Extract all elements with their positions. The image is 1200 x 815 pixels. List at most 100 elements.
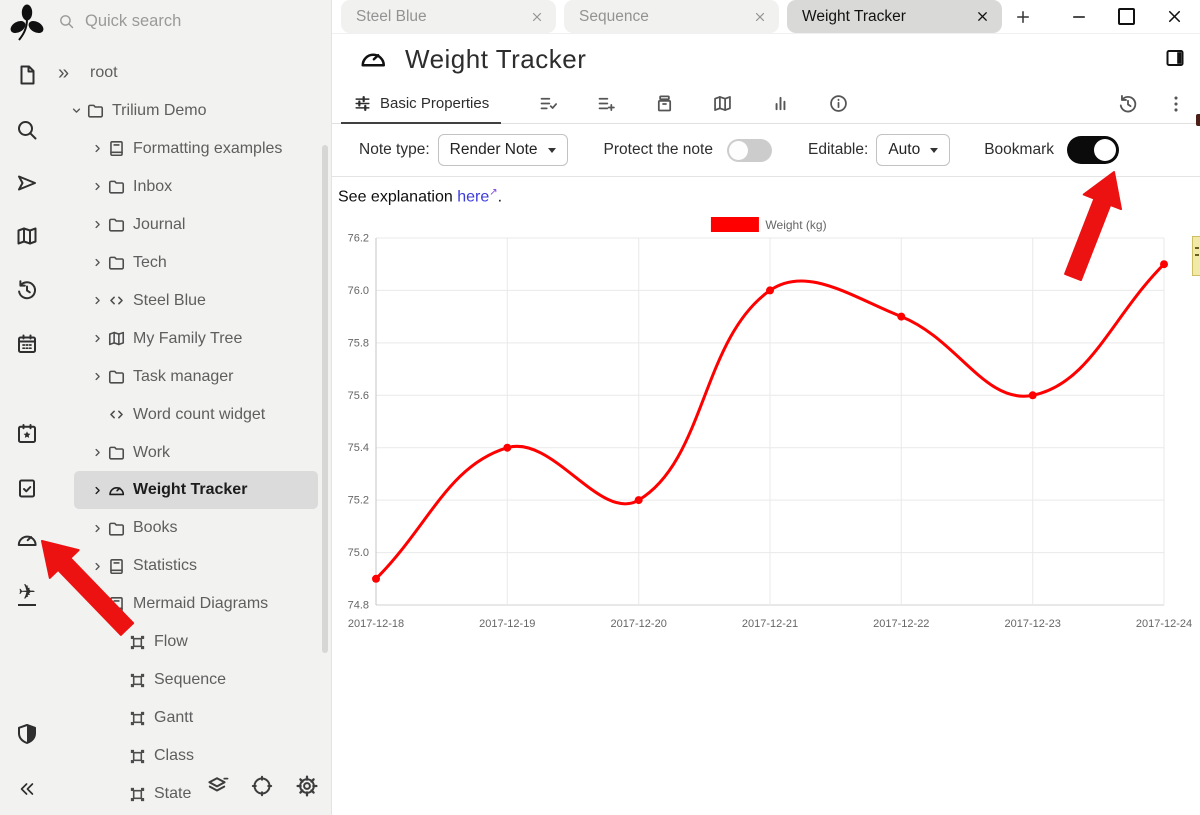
tab-basic-properties[interactable]: Basic Properties xyxy=(341,85,502,124)
travel-button[interactable]: ✈ xyxy=(14,581,40,607)
explanation-prefix: See explanation xyxy=(338,188,458,206)
new-note-button[interactable] xyxy=(14,62,40,88)
settings-button[interactable] xyxy=(294,773,320,799)
close-icon xyxy=(1165,7,1184,26)
tree-item-word-count-widget[interactable]: Word count widget xyxy=(54,396,331,434)
tree-item-state[interactable]: State xyxy=(54,775,331,813)
tree-item-label: Books xyxy=(133,519,178,537)
chart-legend[interactable]: Weight (kg) xyxy=(710,217,827,232)
expand-chevron-right-icon[interactable] xyxy=(87,332,107,345)
tree-item-journal[interactable]: Journal xyxy=(54,206,331,244)
tree-item-tech[interactable]: Tech xyxy=(54,244,331,282)
note-type-value: Render Note xyxy=(449,141,538,158)
tree-item-label: Class xyxy=(154,747,195,765)
search-button[interactable] xyxy=(14,117,40,143)
map-icon xyxy=(17,227,37,245)
expand-chevron-right-icon[interactable] xyxy=(87,294,107,307)
maximize-button[interactable] xyxy=(1118,8,1135,25)
tree-item-work[interactable]: Work xyxy=(54,434,331,472)
tree-item-label: Weight Tracker xyxy=(133,481,248,499)
window-controls xyxy=(1070,0,1200,33)
tree-item-inbox[interactable]: Inbox xyxy=(54,168,331,206)
tab-close-button[interactable] xyxy=(975,9,990,24)
data-point xyxy=(1028,391,1037,400)
close-window-button[interactable] xyxy=(1165,7,1184,26)
locate-button[interactable] xyxy=(249,773,275,799)
protect-note-toggle[interactable] xyxy=(726,138,772,162)
expand-chevron-right-icon[interactable] xyxy=(87,370,107,383)
editable-dropdown[interactable]: Auto xyxy=(876,134,951,166)
recent-changes-button[interactable] xyxy=(14,277,40,303)
tree-item-weight-tracker[interactable]: Weight Tracker xyxy=(74,471,318,510)
tab-label: Steel Blue xyxy=(356,7,427,25)
calendar-button[interactable] xyxy=(14,331,40,357)
tree-item-class[interactable]: Class xyxy=(54,737,331,775)
expand-chevron-right-icon[interactable] xyxy=(87,446,107,459)
tree-item-trilium-demo[interactable]: Trilium Demo xyxy=(54,92,331,130)
tree-item-my-family-tree[interactable]: My Family Tree xyxy=(54,320,331,358)
expand-chevron-right-icon[interactable] xyxy=(87,256,107,269)
tree-item-formatting-examples[interactable]: Formatting examples xyxy=(54,130,331,168)
starred-calendar-button[interactable] xyxy=(14,421,40,447)
editable-label: Editable: xyxy=(807,141,869,158)
tree-item-statistics[interactable]: Statistics xyxy=(54,547,331,585)
toggle-knob xyxy=(728,140,748,160)
new-tab-button[interactable] xyxy=(1010,4,1036,30)
weight-tracker-button[interactable] xyxy=(14,527,40,553)
expand-chevron-right-icon[interactable] xyxy=(87,522,107,535)
minimize-button[interactable] xyxy=(1070,8,1088,26)
jump-to-note-button[interactable] xyxy=(14,170,40,196)
tab-sequence[interactable]: Sequence xyxy=(564,0,779,33)
bookmark-toggle[interactable] xyxy=(1066,136,1119,164)
tab-note-info[interactable] xyxy=(809,85,867,123)
calendar-star-icon xyxy=(18,424,36,443)
split-pane-icon[interactable] xyxy=(1163,46,1187,70)
protected-session-button[interactable] xyxy=(14,721,40,747)
book-icon xyxy=(107,557,131,576)
revisions-button[interactable] xyxy=(1117,85,1139,123)
diagram-icon xyxy=(128,747,152,766)
tab-owned-attributes[interactable] xyxy=(519,85,577,123)
y-tick-label: 75.2 xyxy=(348,495,369,507)
note-type-dropdown[interactable]: Render Note xyxy=(437,134,568,166)
layers-button[interactable] xyxy=(204,773,230,799)
expand-chevron-right-icon[interactable] xyxy=(87,484,107,497)
quick-search-placeholder: Quick search xyxy=(85,12,182,30)
quick-search[interactable]: Quick search xyxy=(58,12,181,31)
tab-similar-notes[interactable] xyxy=(751,85,809,123)
tab-note-paths[interactable] xyxy=(635,85,693,123)
tab-close-button[interactable] xyxy=(530,10,544,24)
expand-chevron-right-icon[interactable] xyxy=(87,142,107,155)
tab-close-button[interactable] xyxy=(753,10,767,24)
collapse-menu-button[interactable] xyxy=(14,776,40,802)
x-tick-label: 2017-12-24 xyxy=(1136,618,1192,630)
expand-chevron-right-icon[interactable] xyxy=(87,218,107,231)
note-map-button[interactable] xyxy=(14,223,40,249)
tree-item-task-manager[interactable]: Task manager xyxy=(54,358,331,396)
tab-inherited-attributes[interactable] xyxy=(577,85,635,123)
collapse-chevron-down-icon[interactable] xyxy=(66,104,86,117)
tree-item-steel-blue[interactable]: Steel Blue xyxy=(54,282,331,320)
minimize-icon xyxy=(1070,8,1088,26)
chevrons-right-icon: » xyxy=(58,61,70,84)
chevrons-left-icon xyxy=(20,783,34,795)
task-manager-button[interactable] xyxy=(14,475,40,501)
tab-note-map-tab[interactable] xyxy=(693,85,751,123)
tab-steel-blue[interactable]: Steel Blue xyxy=(341,0,556,33)
tree-item-sequence[interactable]: Sequence xyxy=(54,661,331,699)
tree-item-gantt[interactable]: Gantt xyxy=(54,699,331,737)
expand-chevron-right-icon[interactable] xyxy=(87,560,107,573)
tree-item-mermaid-diagrams[interactable]: Mermaid Diagrams xyxy=(54,585,331,623)
explanation-link[interactable]: here xyxy=(457,188,490,206)
tree-item-flow[interactable]: Flow xyxy=(54,623,331,661)
tree-item-books[interactable]: Books xyxy=(54,509,331,547)
book-icon xyxy=(107,139,131,158)
expand-chevron-right-icon[interactable] xyxy=(87,180,107,193)
tab-weight-tracker[interactable]: Weight Tracker xyxy=(787,0,1002,33)
tree-item-root[interactable]: » root xyxy=(54,54,331,92)
collapse-chevron-down-icon[interactable] xyxy=(87,598,107,611)
note-title[interactable]: Weight Tracker xyxy=(405,43,587,74)
folder-icon xyxy=(86,101,110,120)
more-menu-button[interactable] xyxy=(1165,85,1187,123)
tree-scrollbar[interactable] xyxy=(322,145,328,653)
